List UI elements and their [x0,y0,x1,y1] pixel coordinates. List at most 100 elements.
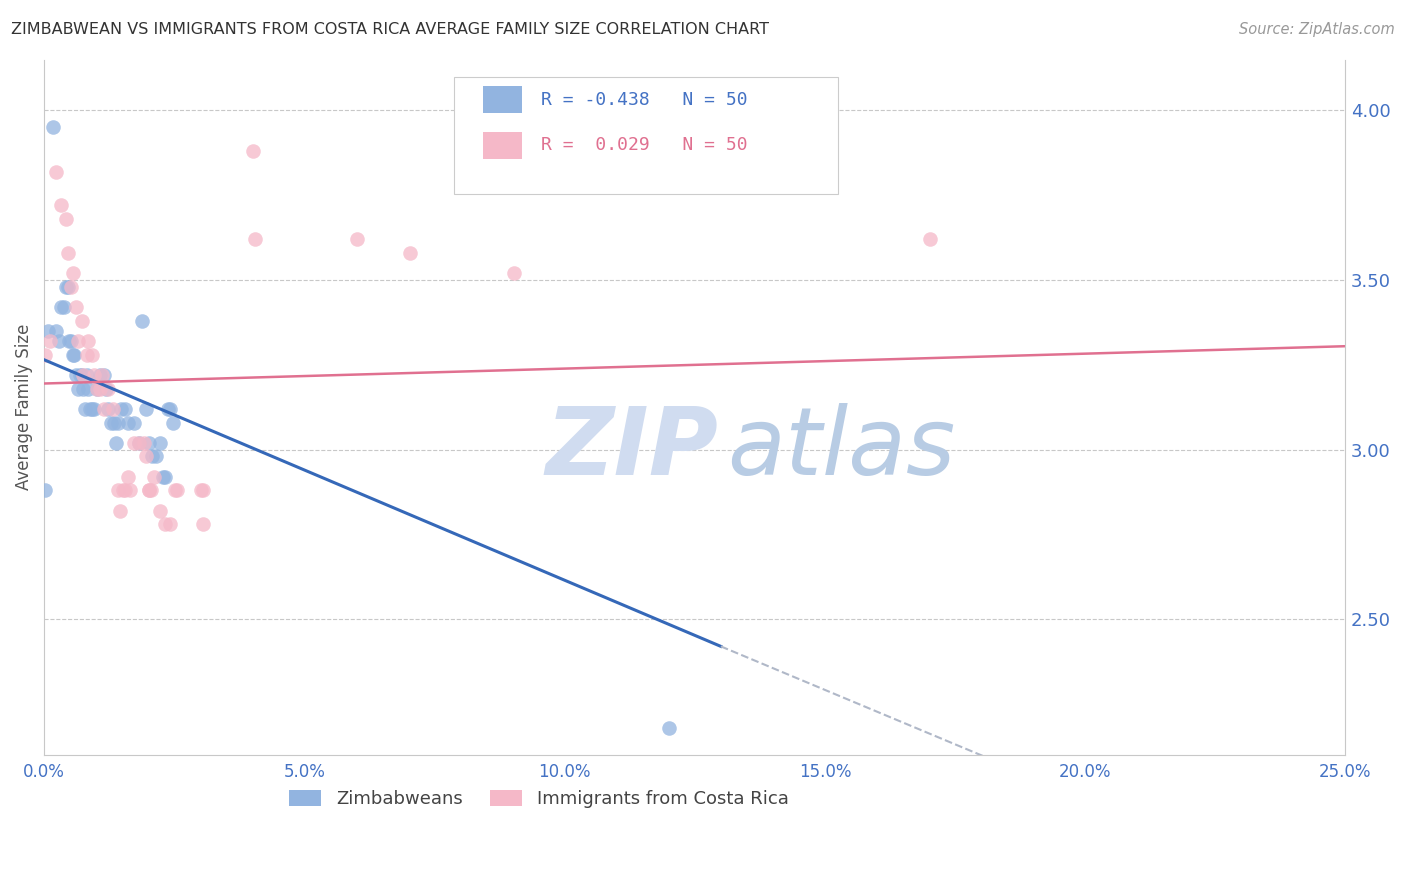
Point [65,368,87,382]
Point [122,435,145,450]
Point [77,382,100,396]
Point [65,300,87,314]
Point [166,483,188,498]
Point [66,382,89,396]
Point [122,416,145,430]
Point [117,416,139,430]
Point [104,435,127,450]
Point [76,348,98,362]
Point [93,401,115,416]
Point [143,470,166,484]
Point [66,334,89,348]
Point [138,435,160,450]
Point [117,470,139,484]
Point [191,483,214,498]
Point [135,401,157,416]
Point [107,483,129,498]
Point [139,483,162,498]
Point [60,334,83,348]
Point [97,401,120,416]
Point [45,164,67,178]
Point [118,483,141,498]
Point [165,483,187,498]
Point [91,368,114,382]
Point [128,435,150,450]
Point [110,401,132,416]
Point [107,416,129,430]
Point [49,198,72,212]
Point [72,382,94,396]
Point [45,324,67,338]
Point [86,382,108,396]
Point [190,483,212,498]
Point [658,721,681,735]
Point [114,401,136,416]
Point [58,334,80,348]
Point [79,401,101,416]
Point [93,368,115,382]
Point [101,401,124,416]
Point [131,314,153,328]
Point [103,416,125,430]
Text: R =  0.029   N = 50: R = 0.029 N = 50 [541,136,748,154]
FancyBboxPatch shape [482,86,522,113]
Point [55,280,77,294]
Point [60,280,83,294]
Point [114,483,136,498]
Point [145,450,167,464]
Point [152,470,174,484]
Point [42,120,65,135]
Point [159,517,181,532]
Text: Source: ZipAtlas.com: Source: ZipAtlas.com [1239,22,1395,37]
Point [149,504,172,518]
Point [128,435,150,450]
Text: ZIP: ZIP [546,403,718,495]
Point [242,144,264,158]
Point [55,212,77,227]
Point [346,232,368,246]
Point [34,483,56,498]
Point [149,435,172,450]
Point [70,314,93,328]
Point [69,368,91,382]
Point [132,435,155,450]
Point [83,401,105,416]
Point [56,280,79,294]
Point [135,450,157,464]
Text: R = -0.438   N = 50: R = -0.438 N = 50 [541,91,748,109]
Point [62,266,84,280]
Point [159,401,181,416]
Point [49,300,72,314]
Point [80,348,103,362]
Point [89,382,111,396]
FancyBboxPatch shape [454,77,838,194]
Text: ZIMBABWEAN VS IMMIGRANTS FROM COSTA RICA AVERAGE FAMILY SIZE CORRELATION CHART: ZIMBABWEAN VS IMMIGRANTS FROM COSTA RICA… [11,22,769,37]
Point [76,368,98,382]
Point [86,382,108,396]
Point [141,450,163,464]
Point [62,348,84,362]
Point [89,368,111,382]
Point [243,232,266,246]
Point [162,416,184,430]
Point [112,483,135,498]
Point [156,401,179,416]
Point [39,334,62,348]
Point [97,382,120,396]
Point [398,246,420,260]
Point [108,504,131,518]
FancyBboxPatch shape [482,132,522,159]
Point [73,401,96,416]
Point [80,401,103,416]
Point [83,368,105,382]
Point [94,382,117,396]
Text: atlas: atlas [727,403,956,494]
Point [138,483,160,498]
Point [100,416,122,430]
Point [138,483,160,498]
Point [63,348,86,362]
Legend: Zimbabweans, Immigrants from Costa Rica: Zimbabweans, Immigrants from Costa Rica [281,782,796,815]
Point [34,348,56,362]
Point [56,246,79,260]
Point [77,334,100,348]
